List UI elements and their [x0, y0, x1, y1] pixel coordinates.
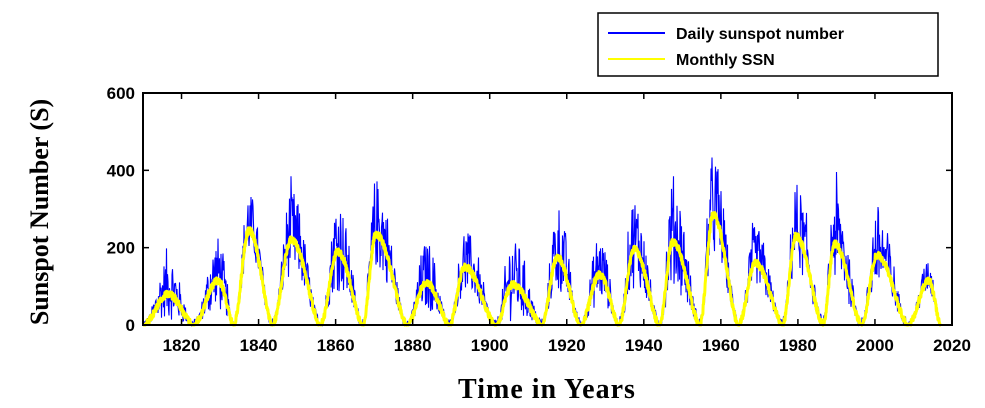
legend-label-monthly: Monthly SSN: [676, 52, 775, 69]
x-tick-label: 1840: [240, 336, 278, 355]
x-tick-label: 1940: [625, 336, 663, 355]
y-axis: 0 200 400 600: [107, 84, 952, 335]
x-tick-label: 1920: [548, 336, 586, 355]
x-tick-label: 1880: [394, 336, 432, 355]
x-tick-label: 2000: [856, 336, 894, 355]
y-tick-label: 600: [107, 84, 135, 103]
y-tick-label: 400: [107, 161, 135, 180]
x-tick-label: 1820: [163, 336, 201, 355]
legend-label-daily: Daily sunspot number: [676, 26, 844, 43]
x-tick-label: 2020: [933, 336, 971, 355]
legend: Daily sunspot number Monthly SSN: [597, 12, 939, 77]
y-tick-label: 200: [107, 239, 135, 258]
x-axis: 1820 1840 1860 1880 1900 1920 1940 1960 1980 2000…: [163, 93, 971, 355]
x-axis-title: Time in Years: [458, 374, 636, 405]
x-tick-label: 1960: [702, 336, 740, 355]
plot-frame: [142, 92, 953, 326]
x-tick-label: 1980: [779, 336, 817, 355]
y-axis-title: Sunspot Number (S): [25, 99, 54, 325]
y-tick-label: 0: [126, 316, 135, 335]
x-tick-label: 1860: [317, 336, 355, 355]
x-tick-label: 1900: [471, 336, 509, 355]
legend-box: [597, 12, 939, 77]
